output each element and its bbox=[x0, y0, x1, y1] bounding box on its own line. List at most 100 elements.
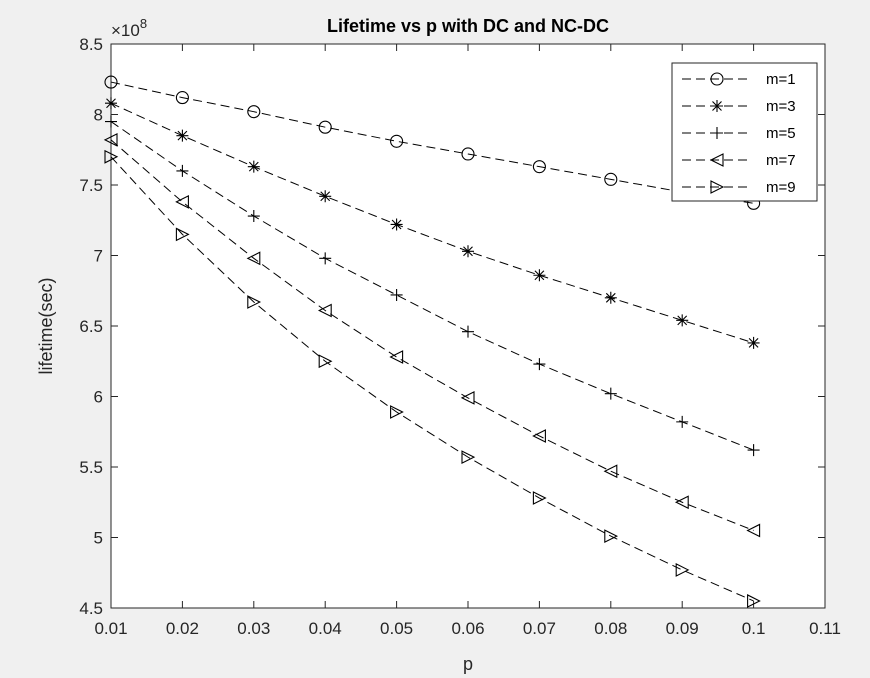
y-tick-label: 7.5 bbox=[79, 176, 103, 195]
series-line bbox=[110, 139, 754, 531]
plus-marker bbox=[604, 387, 617, 400]
triangle-left-marker bbox=[389, 350, 404, 364]
x-tick-label: 0.1 bbox=[742, 619, 766, 638]
triangle-left-marker bbox=[246, 251, 261, 266]
asterisk-marker bbox=[319, 190, 332, 203]
circle-marker bbox=[390, 134, 404, 148]
x-tick-label: 0.03 bbox=[237, 619, 270, 638]
series-m-3 bbox=[105, 97, 760, 349]
legend-label: m=9 bbox=[766, 179, 796, 196]
series-line bbox=[110, 121, 754, 451]
series-m-9 bbox=[104, 149, 761, 608]
y-tick-label: 7 bbox=[94, 247, 103, 266]
y-tick-label: 6.5 bbox=[79, 317, 103, 336]
legend-label: m=7 bbox=[766, 152, 796, 169]
circle-marker bbox=[104, 75, 118, 89]
y-tick-label: 5.5 bbox=[79, 458, 103, 477]
circle-marker bbox=[532, 160, 546, 174]
triangle-right-marker bbox=[461, 450, 476, 465]
triangle-right-marker bbox=[318, 354, 333, 369]
plus-marker bbox=[176, 164, 189, 177]
asterisk-marker bbox=[247, 160, 260, 173]
circle-marker bbox=[247, 105, 261, 119]
y-exponent-power: 8 bbox=[140, 16, 147, 31]
series-m-5 bbox=[105, 115, 760, 457]
triangle-right-marker bbox=[104, 149, 119, 164]
legend-entry: m=5 bbox=[682, 125, 796, 142]
triangle-right-marker bbox=[747, 594, 761, 608]
triangle-right-marker bbox=[532, 491, 547, 505]
legend-label: m=5 bbox=[766, 125, 796, 142]
asterisk-marker bbox=[176, 129, 189, 142]
x-tick-label: 0.04 bbox=[309, 619, 342, 638]
y-axis-ticks: 4.5 5 5.5 6 6.5 7 7.5 8 8.5 bbox=[79, 35, 825, 618]
triangle-right-marker bbox=[710, 180, 725, 194]
circle-marker bbox=[318, 120, 332, 134]
triangle-left-marker bbox=[317, 303, 332, 318]
triangle-right-marker bbox=[175, 227, 190, 242]
asterisk-marker bbox=[390, 218, 403, 231]
y-tick-label: 8.5 bbox=[79, 35, 103, 54]
asterisk-marker bbox=[676, 314, 689, 327]
plus-marker bbox=[319, 252, 332, 265]
asterisk-marker bbox=[462, 245, 474, 258]
triangle-right-marker bbox=[604, 529, 619, 543]
circle-marker bbox=[175, 91, 189, 105]
series-line bbox=[110, 81, 754, 204]
x-tick-label: 0.11 bbox=[809, 619, 841, 638]
y-axis-label: lifetime(sec) bbox=[36, 277, 56, 374]
legend-label: m=3 bbox=[766, 98, 796, 115]
x-axis-label: p bbox=[463, 654, 473, 674]
circle-marker bbox=[461, 147, 475, 161]
triangle-left-marker bbox=[709, 153, 724, 167]
legend-entry: m=1 bbox=[682, 71, 796, 88]
triangle-left-marker bbox=[746, 523, 761, 538]
y-exponent-label: ×108 bbox=[111, 16, 147, 40]
plus-marker bbox=[676, 415, 689, 428]
plus-marker bbox=[533, 358, 546, 371]
circle-marker bbox=[710, 72, 724, 86]
x-tick-label: 0.05 bbox=[380, 619, 413, 638]
circle-marker bbox=[604, 172, 618, 186]
triangle-left-marker bbox=[103, 132, 118, 147]
asterisk-marker bbox=[533, 269, 546, 282]
asterisk-marker bbox=[105, 97, 117, 110]
y-exponent-base: ×10 bbox=[111, 21, 140, 40]
x-tick-label: 0.09 bbox=[666, 619, 699, 638]
plus-marker bbox=[747, 444, 760, 457]
x-tick-label: 0.08 bbox=[594, 619, 627, 638]
x-tick-label: 0.06 bbox=[451, 619, 484, 638]
legend-entry: m=3 bbox=[682, 98, 796, 115]
legend-entry: m=9 bbox=[682, 179, 796, 196]
plus-marker bbox=[711, 127, 723, 139]
plus-marker bbox=[462, 325, 474, 338]
asterisk-marker bbox=[747, 336, 760, 349]
asterisk-marker bbox=[604, 291, 617, 304]
x-axis-ticks: 0.01 0.02 0.03 0.04 0.05 0.06 0.07 0.08 0.09 0.1 0… bbox=[94, 44, 841, 638]
triangle-right-marker bbox=[247, 295, 262, 309]
legend-label: m=1 bbox=[766, 71, 796, 88]
y-tick-label: 8 bbox=[94, 106, 103, 125]
x-tick-label: 0.02 bbox=[166, 619, 199, 638]
plus-marker bbox=[247, 210, 260, 223]
series-layer bbox=[103, 75, 761, 608]
triangle-right-marker bbox=[675, 563, 690, 577]
series-m-7 bbox=[103, 132, 761, 538]
triangle-left-marker bbox=[460, 391, 475, 405]
triangle-left-marker bbox=[175, 195, 189, 209]
asterisk-marker bbox=[711, 100, 723, 112]
legend-box bbox=[671, 62, 818, 202]
series-line bbox=[110, 156, 754, 602]
triangle-right-marker bbox=[390, 405, 404, 419]
x-tick-label: 0.01 bbox=[94, 619, 127, 638]
legend-entry: m=7 bbox=[682, 152, 796, 169]
y-tick-label: 5 bbox=[94, 529, 103, 548]
series-line bbox=[110, 102, 754, 344]
triangle-left-marker bbox=[603, 464, 618, 479]
chart-title: Lifetime vs p with DC and NC-DC bbox=[327, 16, 609, 36]
triangle-left-marker bbox=[532, 429, 546, 443]
triangle-left-marker bbox=[674, 495, 689, 510]
x-tick-label: 0.07 bbox=[523, 619, 556, 638]
y-tick-label: 6 bbox=[94, 388, 103, 407]
